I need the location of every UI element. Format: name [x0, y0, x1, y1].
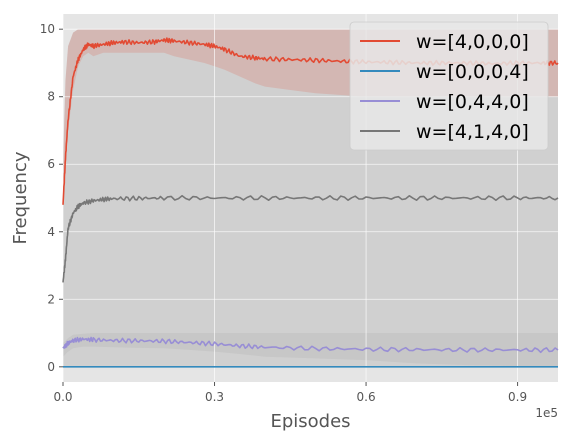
y-tick-label: 2	[47, 292, 55, 306]
series-line-3	[62, 194, 559, 283]
y-tick-label: 10	[40, 22, 55, 36]
band-2	[63, 333, 558, 367]
x-axis-offset-label: 1e5	[535, 406, 558, 420]
y-axis-ticks: 0 2 4 6 8 10	[40, 22, 63, 374]
legend-label: w=[0,0,0,4]	[416, 61, 529, 83]
x-tick-label: 0.9	[508, 390, 527, 404]
y-tick-label: 0	[47, 360, 55, 374]
y-tick-label: 6	[47, 157, 55, 171]
legend-label: w=[4,1,4,0]	[416, 121, 529, 143]
legend-frame	[349, 21, 549, 151]
legend-label: w=[4,0,0,0]	[416, 31, 529, 53]
x-axis-label: Episodes	[270, 411, 350, 432]
x-tick-label: 0.3	[205, 390, 224, 404]
legend-label: w=[0,4,4,0]	[416, 91, 529, 113]
x-tick-label: 0.0	[53, 390, 72, 404]
y-axis-label: Frequency	[10, 151, 31, 244]
series-line-2	[62, 336, 559, 354]
x-axis-ticks: 0.0 0.3 0.6 0.9	[53, 382, 527, 404]
y-tick-label: 8	[47, 90, 55, 104]
y-tick-label: 4	[47, 225, 55, 239]
x-tick-label: 0.6	[357, 390, 376, 404]
legend: w=[4,0,0,0] w=[0,0,0,4] w=[0,4,4,0] w=[4,1,…	[349, 21, 549, 151]
